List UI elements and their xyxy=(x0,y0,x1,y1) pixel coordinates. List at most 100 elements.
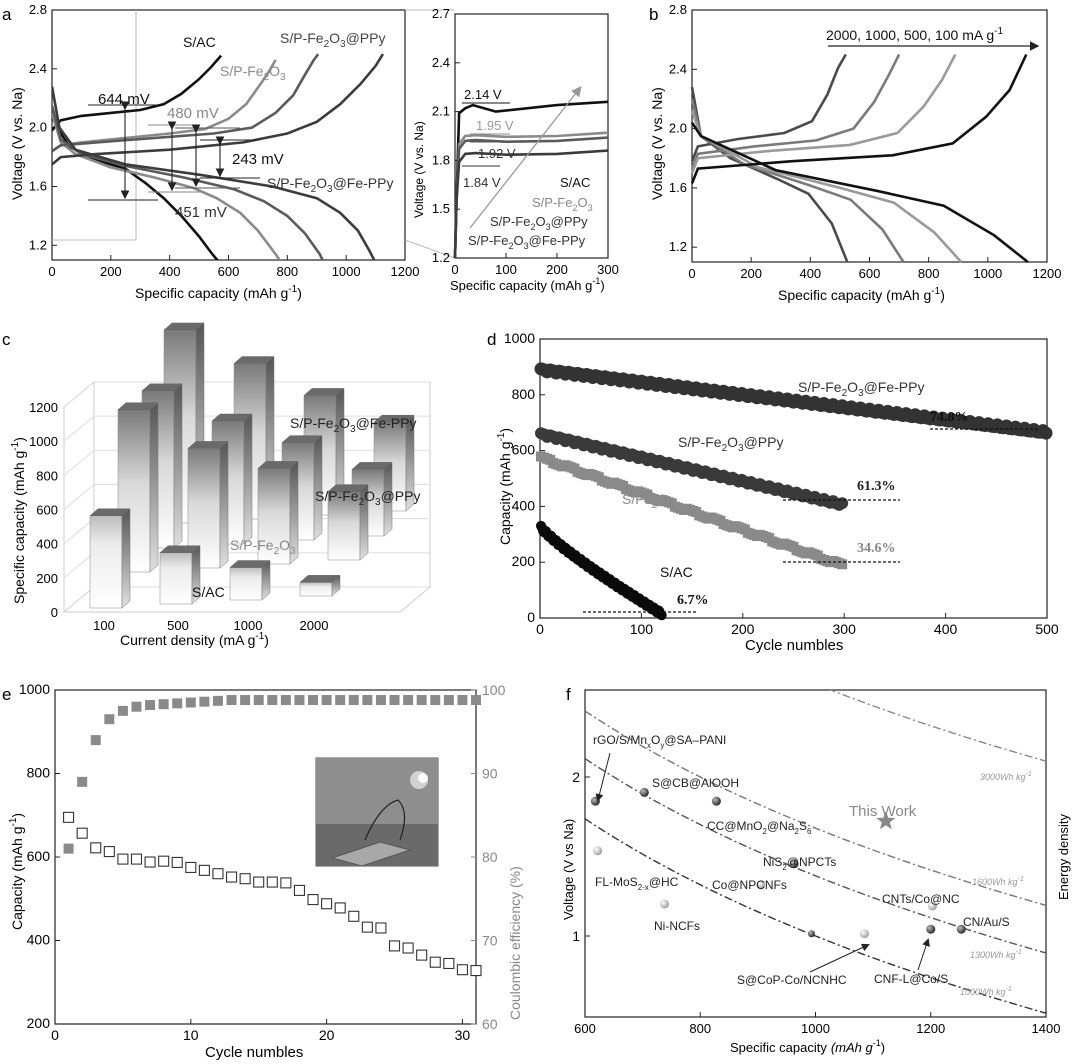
zoom-connector-bottom xyxy=(404,239,456,259)
x-tick-label: 800 xyxy=(918,266,940,281)
y-tick-label: 2.0 xyxy=(669,121,687,136)
efficiency-point xyxy=(212,695,223,706)
label-a-s-ac: S/AC xyxy=(183,34,216,50)
rate-label-b: 2000, 1000, 500, 100 mA g-1 xyxy=(826,26,1003,43)
x-tick-label: 600 xyxy=(574,1021,596,1036)
grid-left xyxy=(63,449,95,476)
label-a-s-fe2o3: S/P-Fe2O3 xyxy=(220,63,286,83)
arrow-f-cnf xyxy=(917,938,930,971)
panel-a: a 0 200 400 600 800 1000 1200 1.2 1.6 2.0 2.4 2.8 6… xyxy=(2,2,456,301)
efficiency-point xyxy=(430,695,441,706)
x-tick-label: 1400 xyxy=(1032,1021,1061,1036)
category-label: 500 xyxy=(167,618,189,633)
capacity-point xyxy=(402,942,414,954)
label-c-s-ac: S/AC xyxy=(192,584,225,600)
y-tick-label: 400 xyxy=(512,497,536,513)
literature-point xyxy=(927,901,937,911)
xlabel-a-inset: Specific capacity (mAh g-1) xyxy=(450,276,605,293)
bar-top xyxy=(303,388,345,396)
axes-a: 0 200 400 600 800 1000 1200 1.2 1.6 2.0 2.4 2.8 xyxy=(29,2,420,279)
y-tick-label: 2.8 xyxy=(29,2,47,17)
capacity-point xyxy=(90,842,102,854)
x-tick-label: 30 xyxy=(455,1027,471,1043)
annotation-451: 451 mV xyxy=(175,204,227,221)
x-tick-label: 0 xyxy=(51,1027,59,1043)
label-f-cc: CC@MnO2@Na2S6 xyxy=(707,819,812,836)
efficiency-point xyxy=(335,695,346,706)
label-f-this-work: This Work xyxy=(849,803,917,820)
y2label-e: Coulombic efficiency (%) xyxy=(507,866,523,1020)
annotation-243: 243 mV xyxy=(232,151,284,168)
annotation-480: 480 mV xyxy=(167,105,219,122)
axes-a-inset: 0 100 200 300 1.2 1.5 1.8 2.1 2.4 2.7 xyxy=(432,6,619,277)
efficiency-point xyxy=(321,695,332,706)
panel-f: f 600 800 1000 1200 1400 1 2 rGO/S/MnxOy@SA–PA… xyxy=(561,685,1071,1055)
grid-left xyxy=(63,586,95,613)
y-tick-label: 200 xyxy=(27,1015,51,1031)
plot-frame-a-inset xyxy=(454,13,609,259)
x-tick-label: 400 xyxy=(159,264,181,279)
capacity-point xyxy=(348,910,360,922)
grid-left xyxy=(63,518,95,545)
label-f-ni: Ni-NCFs xyxy=(654,919,700,933)
rate-discharge-curve xyxy=(690,98,905,263)
axes-b: 0 200 400 600 800 1000 1200 1.2 1.6 2.0 2.4 2.8 xyxy=(669,2,1062,281)
x-tick-label: 200 xyxy=(100,264,122,279)
bar-side xyxy=(219,440,229,569)
label-f-nis: NiS2@NPCTs xyxy=(763,855,836,872)
x-tick-label: 0 xyxy=(688,266,695,281)
label-f-fl: FL-MoS2-x@HC xyxy=(595,875,679,892)
bar-top xyxy=(229,560,271,568)
x-tick-label: 1000 xyxy=(801,1021,830,1036)
bar-top xyxy=(141,383,183,392)
literature-point xyxy=(807,930,815,938)
efficiency-point xyxy=(185,697,196,708)
literature-point xyxy=(756,880,766,890)
bar-top xyxy=(327,484,369,492)
xlabel-c: Current density (mA g-1) xyxy=(120,631,269,648)
bar-top xyxy=(299,575,341,583)
x-tick-label: 200 xyxy=(546,262,568,277)
iso-label-3000: 3000Wh kg-1 xyxy=(980,771,1032,782)
discharge-curve xyxy=(52,86,376,260)
retention-67: 6.7% xyxy=(677,593,709,608)
bar-top xyxy=(211,413,253,422)
panel-letter-a: a xyxy=(2,5,12,24)
capacity-point xyxy=(456,964,468,976)
y2-tick-label: 80 xyxy=(482,849,498,865)
capacity-point xyxy=(63,811,75,823)
arrow-f-rgo xyxy=(595,752,611,802)
bar-front xyxy=(299,582,333,597)
y-tick-label: 1000 xyxy=(29,434,58,449)
capacity-point xyxy=(158,855,170,867)
y-tick-label: 2.1 xyxy=(432,104,450,119)
ylabel-b: Voltage (V vs. Na) xyxy=(649,87,665,200)
capacity-point xyxy=(103,846,115,858)
inset-label-184: 1.84 V xyxy=(463,175,501,190)
capacity-point xyxy=(212,868,224,880)
label-f-cnau: CN/Au/S xyxy=(963,915,1010,929)
capacity-point xyxy=(266,876,278,888)
label-d-ac: S/AC xyxy=(660,564,693,580)
capacity-point xyxy=(185,861,197,873)
y-tick-label: 1.2 xyxy=(669,239,687,254)
efficiency-point xyxy=(90,735,101,746)
literature-point xyxy=(859,929,869,939)
bar-top xyxy=(373,414,415,423)
literature-point xyxy=(660,899,670,909)
retention-346: 34.6% xyxy=(857,541,896,556)
efficiency-point xyxy=(443,695,454,706)
category-label: 1000 xyxy=(234,618,263,633)
label-d-feppy: S/P-Fe2O3@Fe-PPy xyxy=(798,379,924,399)
panel-letter-c: c xyxy=(2,330,11,349)
discharge-curve xyxy=(52,115,219,260)
inset-legend-s-ac: S/AC xyxy=(560,175,590,190)
grid-left xyxy=(63,415,95,442)
y-tick-label: 600 xyxy=(36,503,58,518)
rate-discharge-curve xyxy=(690,86,849,263)
efficiency-point xyxy=(117,705,128,716)
y-tick-label: 200 xyxy=(36,571,58,586)
efficiency-point xyxy=(253,695,264,706)
x-tick-label: 1000 xyxy=(973,266,1002,281)
